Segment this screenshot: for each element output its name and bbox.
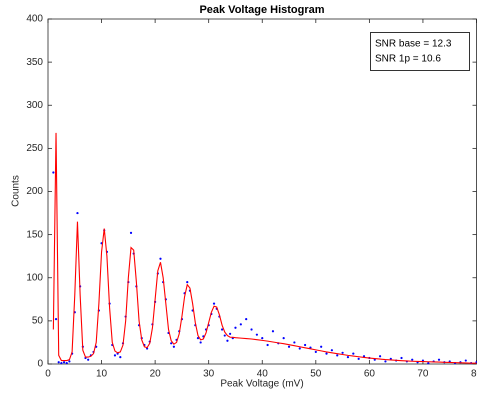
data-point [65, 362, 68, 365]
data-point [341, 351, 344, 354]
data-point [229, 332, 232, 335]
y-tick-label: 0 [37, 359, 43, 370]
data-point [464, 359, 467, 362]
y-tick-label: 100 [26, 272, 43, 283]
annotation: SNR 1p = 10.6 [375, 54, 441, 65]
data-point [250, 328, 253, 331]
data-point [170, 342, 173, 345]
data-point [159, 257, 162, 260]
data-point [186, 280, 189, 284]
data-point [113, 354, 117, 357]
data-point [62, 361, 66, 364]
y-axis-label: Counts [11, 175, 22, 207]
data-point [87, 358, 90, 361]
data-point [119, 356, 122, 359]
data-point [76, 211, 79, 215]
x-tick-label: 70 [417, 369, 429, 380]
y-tick-label: 250 [26, 143, 43, 154]
x-tick-label: 60 [364, 369, 376, 380]
data-point [196, 337, 200, 340]
data-point [212, 302, 216, 305]
data-point [427, 362, 430, 365]
data-point [384, 360, 387, 363]
x-axis-label: Peak Voltage (mV) [220, 379, 303, 390]
data-point [346, 356, 350, 359]
x-tick-label: 40 [257, 369, 269, 380]
data-point [282, 337, 285, 340]
data-point [234, 326, 237, 329]
data-point [239, 323, 242, 326]
x-tick-label: 10 [96, 369, 108, 380]
data-point [261, 337, 264, 340]
data-point [330, 349, 333, 352]
data-point [378, 355, 382, 358]
plot-area [47, 18, 477, 365]
data-point [352, 352, 355, 355]
data-point [287, 345, 291, 348]
data-point [357, 357, 360, 360]
y-tick-label: 150 [26, 229, 43, 240]
data-point [320, 345, 323, 348]
data-point [245, 318, 248, 321]
x-tick-label: 20 [150, 369, 162, 380]
data-point [271, 330, 275, 333]
x-tick-label: 80 [471, 369, 477, 380]
x-tick-label: 0 [45, 369, 51, 380]
data-point [266, 343, 269, 347]
data-point [293, 341, 296, 344]
data-point [129, 231, 133, 234]
data-point [411, 358, 414, 361]
data-point [68, 360, 71, 363]
data-point [304, 343, 307, 347]
data-point [437, 358, 441, 361]
data-point [220, 328, 224, 331]
data-point [223, 334, 226, 337]
annotation-box [370, 32, 470, 71]
data-point [298, 347, 301, 350]
chart-title: Peak Voltage Histogram [199, 4, 324, 16]
data-point [54, 318, 58, 321]
data-point [255, 333, 258, 336]
y-tick-label: 200 [26, 186, 43, 197]
data-point [60, 362, 63, 365]
x-tick-label: 30 [203, 369, 215, 380]
data-point [57, 361, 60, 364]
x-tick-label: 50 [310, 369, 322, 380]
data-point [325, 352, 328, 355]
y-tick-label: 400 [26, 14, 43, 25]
data-point [400, 356, 403, 360]
data-point [52, 171, 55, 174]
data-point [226, 339, 229, 342]
data-point [172, 345, 175, 348]
data-point [199, 341, 202, 344]
y-tick-label: 50 [32, 316, 44, 327]
fit-line [52, 132, 477, 364]
data-point [336, 354, 339, 357]
data-point [362, 355, 366, 358]
y-tick-label: 300 [26, 100, 43, 111]
annotation: SNR base = 12.3 [375, 39, 452, 50]
data-point [314, 350, 317, 354]
y-tick-label: 350 [26, 57, 43, 68]
